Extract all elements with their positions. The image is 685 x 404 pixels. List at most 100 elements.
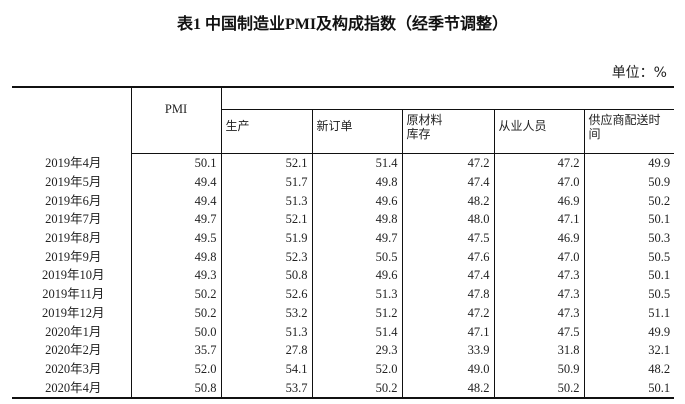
column-header-new-orders: 新订单 — [311, 109, 402, 154]
column-header-text: 从业人员 — [498, 119, 547, 133]
value-cell: 50.0 — [130, 322, 221, 341]
value-cell: 50.1 — [583, 210, 675, 229]
value-cell: 49.8 — [311, 172, 402, 192]
value-cell: 47.4 — [401, 266, 494, 285]
value-cell: 52.0 — [311, 359, 402, 379]
value-cell: 50.5 — [311, 247, 402, 267]
value-cell: 48.2 — [401, 378, 494, 398]
value-cell: 47.8 — [401, 284, 494, 304]
month-header — [12, 87, 131, 154]
value-cell: 47.2 — [493, 153, 584, 173]
table-row: 2019年6月 49.4 51.3 49.6 48.2 46.9 50.2 — [12, 191, 675, 211]
column-header-supplier-delivery-time: 供应商配送时间 — [583, 109, 675, 154]
value-cell: 27.8 — [220, 340, 312, 360]
column-header-employment: 从业人员 — [493, 109, 584, 154]
month-cell: 2020年3月 — [45, 361, 102, 376]
table-row: 2019年7月 49.7 52.1 49.8 48.0 47.1 50.1 — [12, 210, 675, 229]
value-cell: 50.9 — [583, 172, 675, 192]
month-cell: 2019年9月 — [45, 249, 102, 264]
month-cell: 2019年11月 — [42, 287, 105, 302]
month-cell: 2019年7月 — [45, 212, 102, 227]
value-cell: 51.1 — [583, 303, 675, 323]
subindex-group-header — [220, 87, 675, 110]
value-cell: 47.1 — [493, 210, 584, 229]
value-cell: 47.5 — [493, 322, 584, 341]
month-cell: 2019年8月 — [45, 231, 102, 246]
value-cell: 46.9 — [493, 228, 584, 248]
month-cell: 2020年1月 — [45, 324, 102, 339]
value-cell: 46.9 — [493, 191, 584, 211]
value-cell: 49.4 — [130, 191, 221, 211]
value-cell: 35.7 — [130, 340, 221, 360]
value-cell: 50.1 — [583, 266, 675, 285]
month-cell: 2020年4月 — [45, 380, 102, 395]
table-row: 2019年8月 49.5 51.9 49.7 47.5 46.9 50.3 — [12, 228, 675, 248]
value-cell: 50.8 — [220, 266, 312, 285]
value-cell: 50.2 — [130, 303, 221, 323]
pmi-table: PMI 生产 新订单 原材料库存 从业人员 供应商配送时间 2019年4月 50.1 52.… — [12, 86, 675, 399]
value-cell: 47.4 — [401, 172, 494, 192]
value-cell: 47.2 — [401, 303, 494, 323]
value-cell: 49.7 — [311, 228, 402, 248]
value-cell: 49.5 — [130, 228, 221, 248]
value-cell: 51.3 — [311, 284, 402, 304]
month-cell: 2019年10月 — [41, 268, 105, 283]
value-cell: 49.0 — [401, 359, 494, 379]
value-cell: 47.0 — [493, 172, 584, 192]
table-row: 2019年11月 50.2 52.6 51.3 47.8 47.3 50.5 — [12, 284, 675, 304]
value-cell: 52.3 — [220, 247, 312, 267]
value-cell: 29.3 — [311, 340, 402, 360]
value-cell: 50.2 — [583, 191, 675, 211]
value-cell: 53.7 — [220, 378, 312, 398]
table-row: 2019年4月 50.1 52.1 51.4 47.2 47.2 49.9 — [12, 153, 675, 173]
value-cell: 50.9 — [493, 359, 584, 379]
value-cell: 50.5 — [583, 247, 675, 267]
month-cell: 2019年4月 — [45, 156, 102, 171]
table-row: 2020年4月 50.8 53.7 50.2 48.2 50.2 50.1 — [12, 378, 675, 398]
value-cell: 51.7 — [220, 172, 312, 192]
value-cell: 48.0 — [401, 210, 494, 229]
month-cell: 2019年5月 — [45, 175, 102, 190]
value-cell: 49.8 — [311, 210, 402, 229]
value-cell: 49.9 — [583, 322, 675, 341]
pmi-header: PMI — [130, 87, 221, 154]
value-cell: 49.7 — [130, 210, 221, 229]
value-cell: 47.3 — [493, 284, 584, 304]
value-cell: 51.3 — [220, 191, 312, 211]
value-cell: 50.1 — [130, 153, 221, 173]
table-row: 2020年1月 50.0 51.3 51.4 47.1 47.5 49.9 — [12, 322, 675, 341]
table-title: 表1 中国制造业PMI及构成指数（经季节调整） — [176, 16, 509, 33]
value-cell: 33.9 — [401, 340, 494, 360]
value-cell: 50.2 — [130, 284, 221, 304]
value-cell: 49.8 — [130, 247, 221, 267]
value-cell: 49.6 — [311, 266, 402, 285]
table-row: 2019年5月 49.4 51.7 49.8 47.4 47.0 50.9 — [12, 172, 675, 192]
value-cell: 52.6 — [220, 284, 312, 304]
value-cell: 49.4 — [130, 172, 221, 192]
value-cell: 47.2 — [401, 153, 494, 173]
unit-label: 单位：% — [611, 65, 667, 81]
table-row: 2020年3月 52.0 54.1 52.0 49.0 50.9 48.2 — [12, 359, 675, 379]
column-header-text: 新订单 — [316, 119, 353, 133]
value-cell: 53.2 — [220, 303, 312, 323]
value-cell: 48.2 — [401, 191, 494, 211]
value-cell: 31.8 — [493, 340, 584, 360]
value-cell: 51.3 — [220, 322, 312, 341]
value-cell: 52.1 — [220, 210, 312, 229]
value-cell: 54.1 — [220, 359, 312, 379]
value-cell: 50.8 — [130, 378, 221, 398]
value-cell: 49.3 — [130, 266, 221, 285]
value-cell: 50.2 — [311, 378, 402, 398]
table-row: 2019年12月 50.2 53.2 51.2 47.2 47.3 51.1 — [12, 303, 675, 323]
value-cell: 47.1 — [401, 322, 494, 341]
value-cell: 47.6 — [401, 247, 494, 267]
table-row: 2020年2月 35.7 27.8 29.3 33.9 31.8 32.1 — [12, 340, 675, 360]
value-cell: 47.3 — [493, 266, 584, 285]
value-cell: 49.9 — [583, 153, 675, 173]
value-cell: 47.5 — [401, 228, 494, 248]
table-row: 2019年10月 49.3 50.8 49.6 47.4 47.3 50.1 — [12, 266, 675, 285]
value-cell: 51.2 — [311, 303, 402, 323]
table-row: 2019年9月 49.8 52.3 50.5 47.6 47.0 50.5 — [12, 247, 675, 267]
value-cell: 51.4 — [311, 153, 402, 173]
column-header-text: 生产 — [225, 119, 250, 133]
